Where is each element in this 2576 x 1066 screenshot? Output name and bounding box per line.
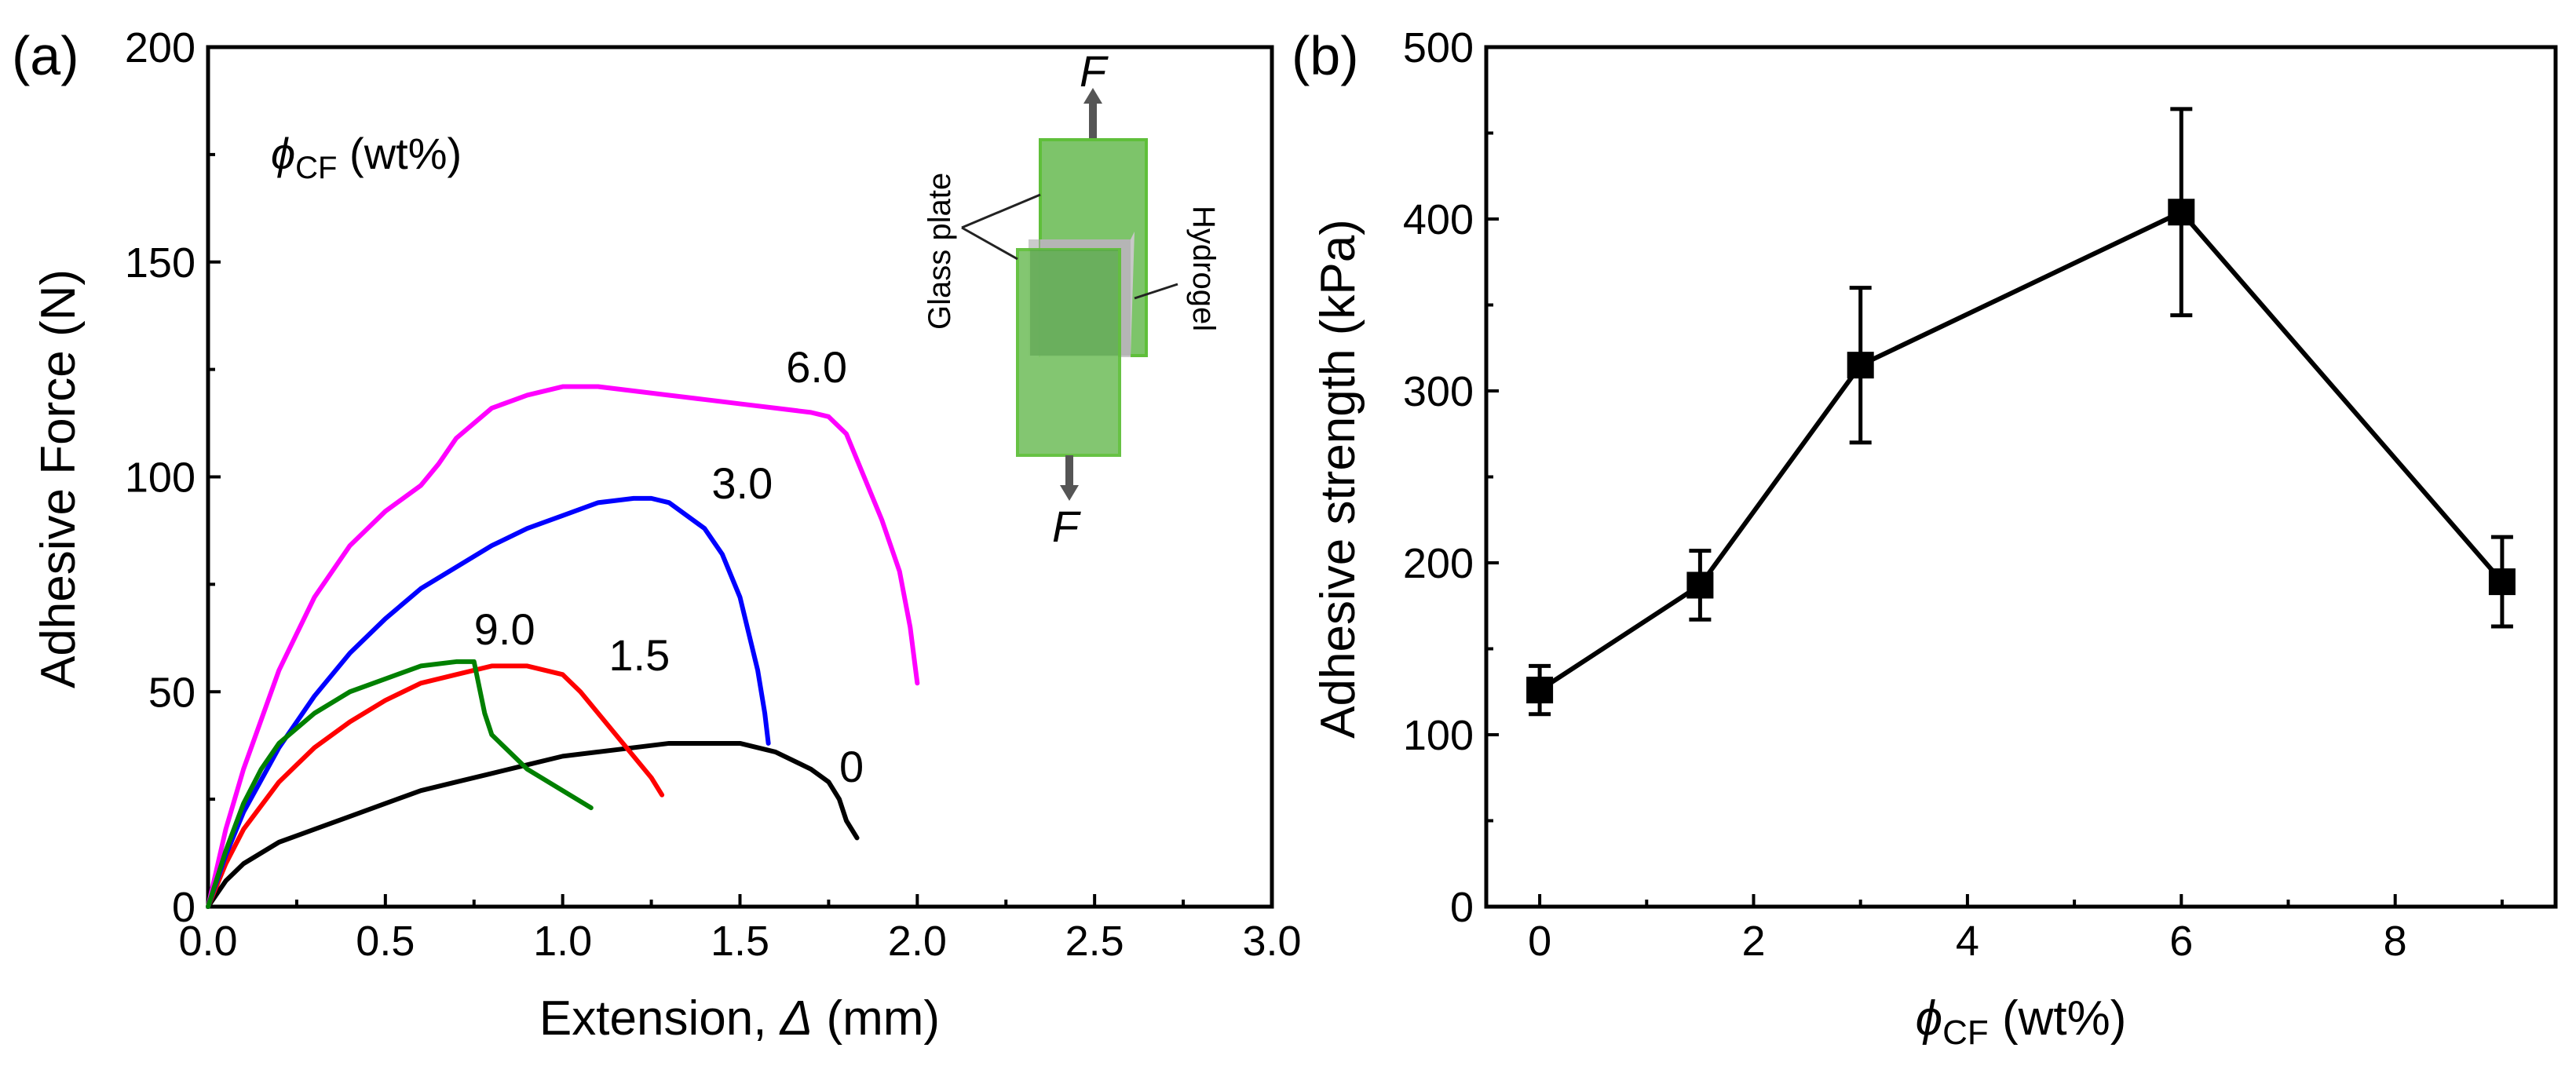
- hydrogel-pointer: [1134, 283, 1178, 300]
- a-y-tick-label: 0: [172, 884, 195, 931]
- inset-force-label-bottom: F: [1052, 502, 1081, 551]
- b-y-tick-label: 0: [1450, 884, 1474, 931]
- panel-b-y-axis-label: Adhesive strength (kPa): [1311, 219, 1365, 739]
- a-x-tick-label: 0.0: [178, 918, 237, 965]
- panel-a-curve-labels: 6.0 3.0 9.0 1.5 0: [474, 342, 864, 791]
- a-x-tick-label: 0.5: [356, 918, 415, 965]
- curve-phi-9-0: [206, 659, 594, 909]
- legend-phi-symbol: ϕ: [271, 129, 295, 178]
- curve-label: 9.0: [474, 604, 535, 654]
- b-y-tick-label: 100: [1403, 712, 1474, 759]
- b-x-tick-label: 2: [1741, 918, 1765, 965]
- curve-label: 0: [839, 742, 864, 791]
- b-xlabel-unit: (wt%): [1989, 991, 2127, 1046]
- b-y-tick-label: 400: [1403, 196, 1474, 243]
- panel-a: (a) 0.0 0.5 1.0 1.5 2.0 2.5 3.0 0 50 100 150 200 6…: [12, 24, 1302, 1046]
- curve-label: 1.5: [608, 630, 670, 680]
- a-y-tick-label: 100: [125, 455, 195, 502]
- b-y-tick-label: 300: [1403, 368, 1474, 415]
- adhesive-strength-line: [1538, 209, 2505, 692]
- a-y-tick-label: 150: [125, 239, 195, 287]
- panel-a-x-axis-label: Extension, Δ (mm): [539, 991, 940, 1046]
- a-x-tick-label: 1.5: [711, 918, 769, 965]
- panel-a-x-ticks: 0.0 0.5 1.0 1.5 2.0 2.5 3.0: [178, 894, 1302, 965]
- a-x-tick-label: 3.0: [1242, 918, 1301, 965]
- data-point: [1847, 352, 1874, 379]
- panel-a-y-axis-label: Adhesive Force (N): [31, 269, 86, 688]
- legend-sub: CF: [295, 151, 337, 185]
- curve-phi-3-0: [206, 495, 771, 909]
- panel-b-x-axis-label: ϕCF (wt%): [1916, 991, 2127, 1052]
- a-x-tick-label: 2.5: [1065, 918, 1124, 965]
- curve-label: 3.0: [711, 458, 773, 508]
- inset-glass-plate-label: Glass plate: [923, 173, 957, 330]
- b-y-tick-label: 500: [1403, 24, 1474, 71]
- xlabel-main: Extension,: [539, 991, 780, 1046]
- a-x-tick-label: 1.0: [533, 918, 592, 965]
- panel-b-label: (b): [1292, 25, 1359, 86]
- b-y-tick-label: 200: [1403, 540, 1474, 587]
- b-x-tick-label: 0: [1528, 918, 1551, 965]
- panel-b-series: [1526, 107, 2516, 717]
- panel-b: (b) 0 2 4 6 8 0 100 200 300 400 500 Adhesive stre…: [1292, 24, 2558, 1052]
- a-y-tick-label: 200: [125, 24, 195, 71]
- panel-b-x-ticks: 0 2 4 6 8: [1528, 894, 2504, 965]
- a-y-tick-label: 50: [148, 669, 195, 716]
- data-point: [2168, 199, 2195, 226]
- data-point: [1686, 571, 1714, 599]
- panel-b-plot-frame: [1484, 45, 2558, 909]
- inset-hydrogel-label: Hydrogel: [1186, 206, 1221, 331]
- b-xlabel-phi: ϕ: [1916, 991, 1942, 1046]
- glass-plate-pointer-1: [961, 193, 1041, 229]
- inset-schematic: F F Glass plate Hydrogel: [923, 46, 1221, 551]
- xlabel-unit: (mm): [813, 991, 940, 1046]
- inset-force-label-top: F: [1080, 46, 1109, 96]
- panel-a-y-ticks: 0 50 100 150 200: [125, 24, 221, 931]
- legend-unit: (wt%): [337, 129, 462, 178]
- overlap-region: [1030, 250, 1118, 356]
- panel-a-legend-title: ϕCF (wt%): [271, 129, 462, 185]
- a-x-tick-label: 2.0: [888, 918, 947, 965]
- xlabel-delta: Δ: [779, 991, 813, 1046]
- panel-a-label: (a): [12, 25, 79, 86]
- curve-phi-6-0: [206, 384, 920, 909]
- b-x-tick-label: 4: [1956, 918, 1979, 965]
- b-xlabel-sub: CF: [1942, 1013, 1989, 1052]
- force-arrowhead-down: [1060, 485, 1079, 501]
- panel-a-curves: [206, 384, 920, 909]
- glass-plate-pointer-2: [961, 226, 1018, 261]
- panel-b-y-ticks: 0 100 200 300 400 500: [1403, 24, 1499, 931]
- curve-phi-0: [206, 740, 860, 909]
- b-x-tick-label: 8: [2384, 918, 2407, 965]
- data-point: [1526, 677, 1554, 704]
- force-arrowhead-up: [1083, 88, 1102, 104]
- b-x-tick-label: 6: [2169, 918, 2193, 965]
- curve-label: 6.0: [786, 342, 847, 392]
- data-point: [2488, 568, 2516, 596]
